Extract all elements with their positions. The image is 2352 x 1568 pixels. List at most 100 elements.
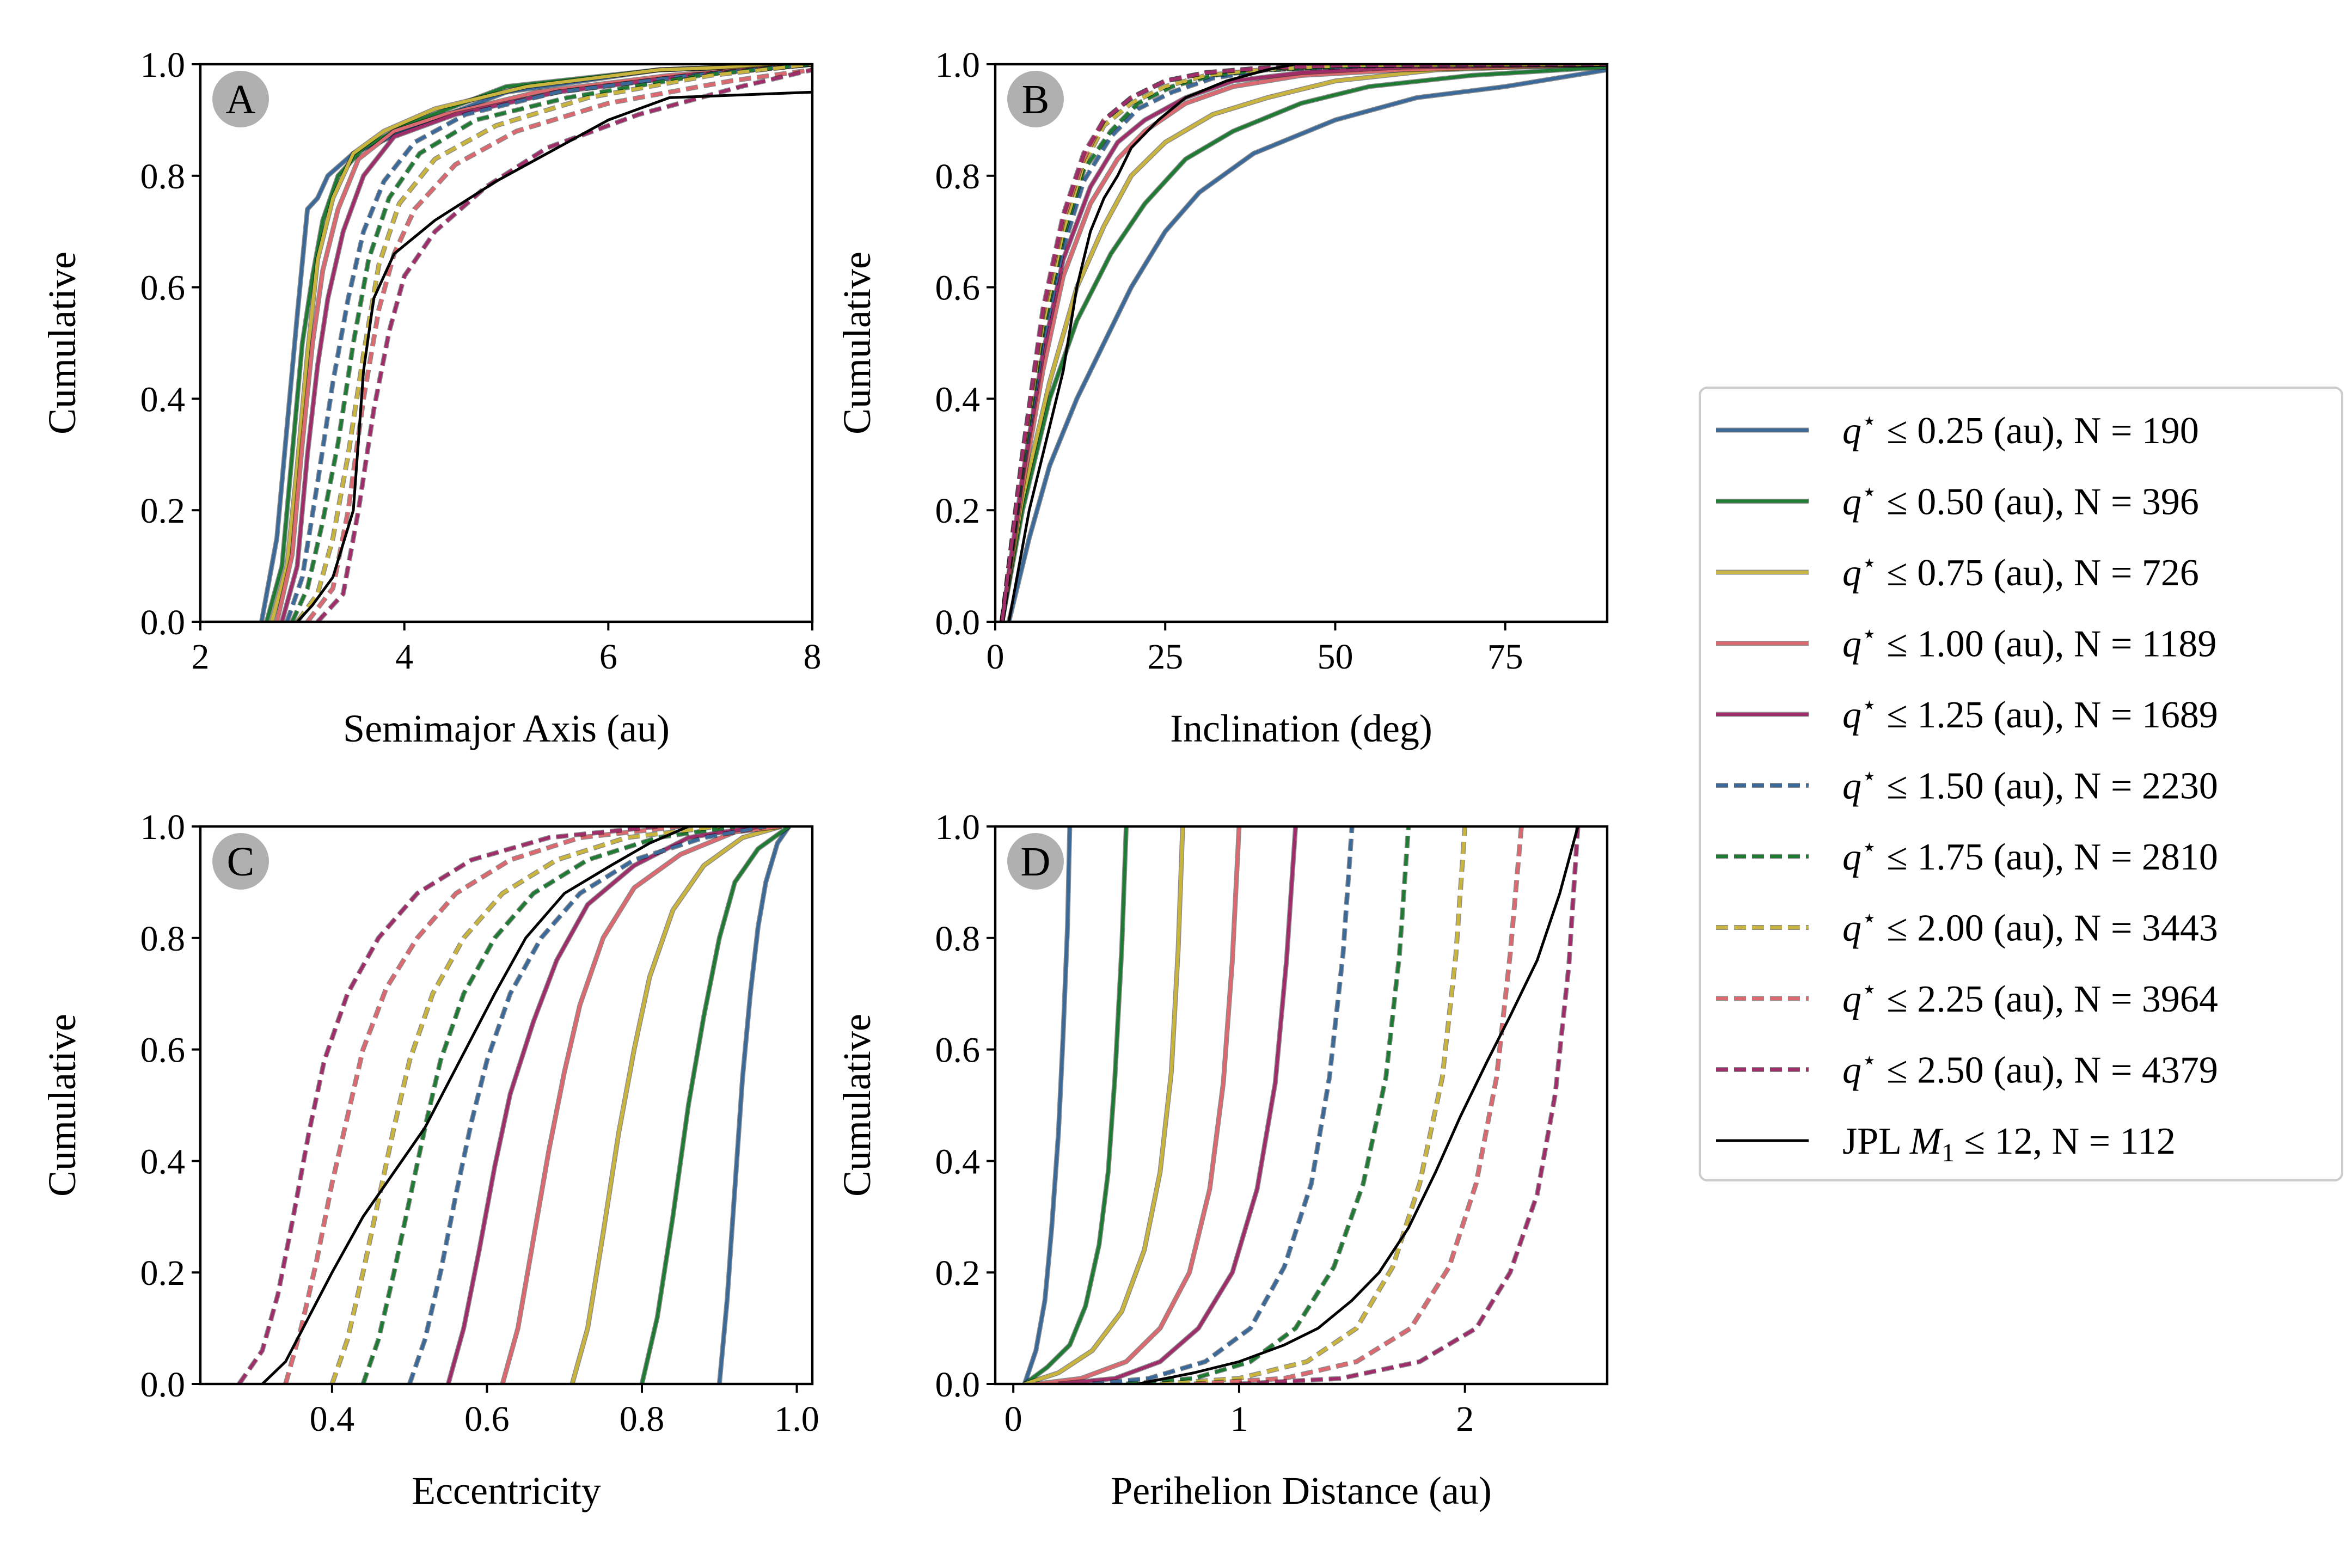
panel-a: 2 4 6 8 0.0 0.2 0.4 0.6 0.8 1.0 Semimajor Axis (au…: [40, 45, 822, 750]
series-line-outline: [1000, 64, 1607, 622]
series-line-4: [501, 826, 782, 1384]
panel-badge: [1007, 71, 1064, 127]
y-tick-label: 0.8: [140, 919, 186, 959]
panel-badge-label: A: [226, 77, 256, 122]
x-tick-label: 2: [192, 637, 210, 677]
series-line-11: [261, 826, 689, 1384]
series-line-outline: [445, 826, 759, 1384]
series-line-9: [1000, 64, 1607, 622]
series-group: [1022, 826, 1581, 1384]
legend-label: q⋆ ≤ 2.25 (au), N = 3964: [1842, 975, 2218, 1020]
legend-label: q⋆ ≤ 1.25 (au), N = 1689: [1842, 691, 2218, 736]
series-line-10: [316, 68, 812, 622]
y-tick-label: 0.8: [935, 157, 981, 197]
y-tick-label: 0.2: [140, 1253, 186, 1293]
legend-entry: q⋆ ≤ 2.00 (au), N = 3443: [1716, 904, 2218, 950]
y-tick-label: 0.0: [140, 1365, 186, 1405]
series-line-7: [361, 826, 736, 1384]
series-line-5: [1058, 826, 1297, 1384]
x-tick-label: 2: [1456, 1399, 1474, 1439]
series-line-2: [1000, 65, 1607, 622]
axes-frame: [994, 63, 1609, 623]
panel-badge: [212, 71, 269, 127]
y-tick-label: 0.8: [140, 157, 186, 197]
series-line-10: [1000, 64, 1607, 622]
legend-label: q⋆ ≤ 0.75 (au), N = 726: [1842, 549, 2199, 594]
x-tick-label: 50: [1317, 637, 1353, 677]
series-line-8: [1160, 826, 1467, 1384]
series-line-outline: [1000, 64, 1607, 622]
series-line-6: [1092, 826, 1354, 1384]
series-line-5: [446, 826, 758, 1384]
y-axis-label: Cumulative: [40, 252, 84, 434]
series-line-8: [330, 826, 720, 1384]
legend-label: JPL M1 ≤ 12, N = 112: [1842, 1120, 2176, 1167]
series-line-8: [296, 64, 812, 622]
x-tick-label: 75: [1487, 637, 1523, 677]
series-line-8: [1000, 64, 1607, 622]
legend-entry: q⋆ ≤ 2.25 (au), N = 3964: [1716, 975, 2218, 1020]
x-tick-label: 0.8: [620, 1399, 665, 1439]
y-tick-label: 0.4: [935, 1142, 981, 1181]
panel-b: 0 25 50 75 0.0 0.2 0.4 0.6 0.8 1.0 Inclination (de…: [835, 45, 1609, 750]
series-line-outline: [1000, 64, 1607, 622]
series-line-11: [1007, 64, 1295, 622]
x-tick-label: 25: [1147, 637, 1183, 677]
legend: q⋆ ≤ 0.25 (au), N = 190 q⋆ ≤ 0.50 (au), N…: [1699, 387, 2343, 1181]
legend-entry: q⋆ ≤ 1.25 (au), N = 1689: [1716, 691, 2218, 736]
axes-frame: [199, 825, 814, 1386]
series-line-outline: [1000, 64, 1607, 622]
legend-entry: q⋆ ≤ 0.25 (au), N = 190: [1716, 407, 2199, 452]
axes-frame: [994, 825, 1609, 1386]
legend-label: q⋆ ≤ 1.75 (au), N = 2810: [1842, 833, 2218, 878]
series-line-3: [571, 826, 782, 1384]
legend-entry: q⋆ ≤ 1.75 (au), N = 2810: [1716, 833, 2218, 878]
series-line-6: [408, 826, 767, 1384]
y-tick-label: 0.4: [140, 1142, 186, 1181]
x-axis-label: Inclination (deg): [1170, 707, 1432, 750]
panel-badge-label: D: [1021, 839, 1051, 885]
y-axis-label: Cumulative: [835, 1014, 879, 1197]
series-line-outline: [1006, 67, 1607, 622]
series-line-outline: [407, 826, 767, 1384]
series-line-outline: [1193, 826, 1524, 1384]
y-tick-label: 0.8: [935, 919, 981, 959]
series-line-outline: [1000, 64, 1607, 622]
series-line-1: [1023, 826, 1071, 1384]
legend-label: q⋆ ≤ 2.00 (au), N = 3443: [1842, 904, 2218, 950]
legend-entry: q⋆ ≤ 1.00 (au), N = 1189: [1716, 620, 2216, 665]
series-line-outline: [639, 826, 791, 1384]
series-line-11: [296, 90, 812, 622]
y-tick-label: 0.4: [935, 379, 981, 419]
legend-label: q⋆ ≤ 0.50 (au), N = 396: [1842, 478, 2199, 523]
series-line-2: [1024, 826, 1128, 1384]
series-line-1: [718, 826, 791, 1384]
y-tick-label: 0.0: [140, 603, 186, 642]
legend-label: q⋆ ≤ 1.50 (au), N = 2230: [1842, 762, 2218, 807]
axes-frame: [199, 63, 814, 623]
series-line-outline: [1000, 64, 1607, 622]
x-tick-label: 1: [1230, 1399, 1248, 1439]
series-line-4: [1036, 826, 1241, 1384]
panel-badge: [212, 833, 269, 890]
y-axis-label: Cumulative: [40, 1014, 84, 1197]
series-line-outline: [1022, 826, 1073, 1384]
series-line-3: [270, 64, 812, 622]
panel-c: 0.4 0.6 0.8 1.0 0.0 0.2 0.4 0.6 0.8 1.0 Eccentrici…: [40, 807, 819, 1512]
series-line-7: [1000, 64, 1607, 622]
series-line-2: [265, 64, 812, 622]
x-tick-label: 0.4: [310, 1399, 355, 1439]
legend-entry: q⋆ ≤ 0.75 (au), N = 726: [1716, 549, 2199, 594]
series-line-2: [640, 826, 791, 1384]
y-tick-label: 0.0: [935, 1365, 981, 1405]
panel-badge-label: C: [227, 839, 255, 885]
series-line-outline: [1000, 64, 1607, 622]
series-line-5: [1000, 64, 1607, 622]
legend-label: q⋆ ≤ 1.00 (au), N = 1189: [1842, 620, 2216, 665]
series-group: [1000, 64, 1607, 622]
panel-d: 0 1 2 0.0 0.2 0.4 0.6 0.8 1.0 Perihelion Distance…: [835, 807, 1609, 1512]
y-axis-label: Cumulative: [835, 252, 879, 434]
legend-entry: q⋆ ≤ 0.50 (au), N = 396: [1716, 478, 2199, 523]
y-tick-label: 0.2: [140, 491, 186, 531]
